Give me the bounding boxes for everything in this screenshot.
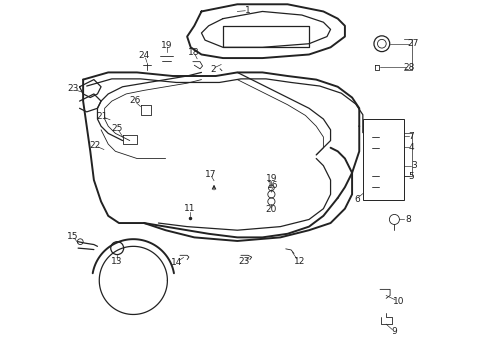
Text: 22: 22 bbox=[89, 141, 101, 150]
Bar bbox=[362, 119, 403, 200]
Text: 1: 1 bbox=[244, 5, 250, 14]
Text: 5: 5 bbox=[407, 172, 413, 181]
Text: 19: 19 bbox=[161, 41, 172, 50]
Text: 7: 7 bbox=[407, 132, 413, 141]
Text: 13: 13 bbox=[111, 257, 122, 266]
Text: 16: 16 bbox=[266, 180, 278, 189]
Text: 21: 21 bbox=[96, 112, 107, 121]
Text: 23: 23 bbox=[67, 84, 79, 93]
Text: 14: 14 bbox=[170, 258, 182, 267]
Text: 25: 25 bbox=[111, 124, 122, 133]
Text: 20: 20 bbox=[265, 205, 277, 214]
Text: 2: 2 bbox=[210, 65, 216, 74]
Text: 27: 27 bbox=[407, 39, 418, 48]
Text: 18: 18 bbox=[187, 48, 199, 57]
Text: 17: 17 bbox=[204, 170, 216, 179]
Text: 23: 23 bbox=[238, 257, 249, 266]
Text: 8: 8 bbox=[405, 215, 410, 224]
Text: 11: 11 bbox=[184, 204, 195, 213]
Text: 12: 12 bbox=[293, 257, 305, 266]
Text: 3: 3 bbox=[410, 161, 416, 170]
Text: 26: 26 bbox=[129, 96, 141, 105]
Text: 15: 15 bbox=[66, 232, 78, 241]
Text: 19: 19 bbox=[265, 174, 277, 183]
Text: 28: 28 bbox=[403, 63, 414, 72]
Text: 6: 6 bbox=[353, 195, 359, 204]
Text: 4: 4 bbox=[407, 143, 413, 152]
Text: 24: 24 bbox=[138, 51, 149, 60]
Text: 9: 9 bbox=[391, 327, 396, 336]
Text: 10: 10 bbox=[392, 297, 404, 306]
